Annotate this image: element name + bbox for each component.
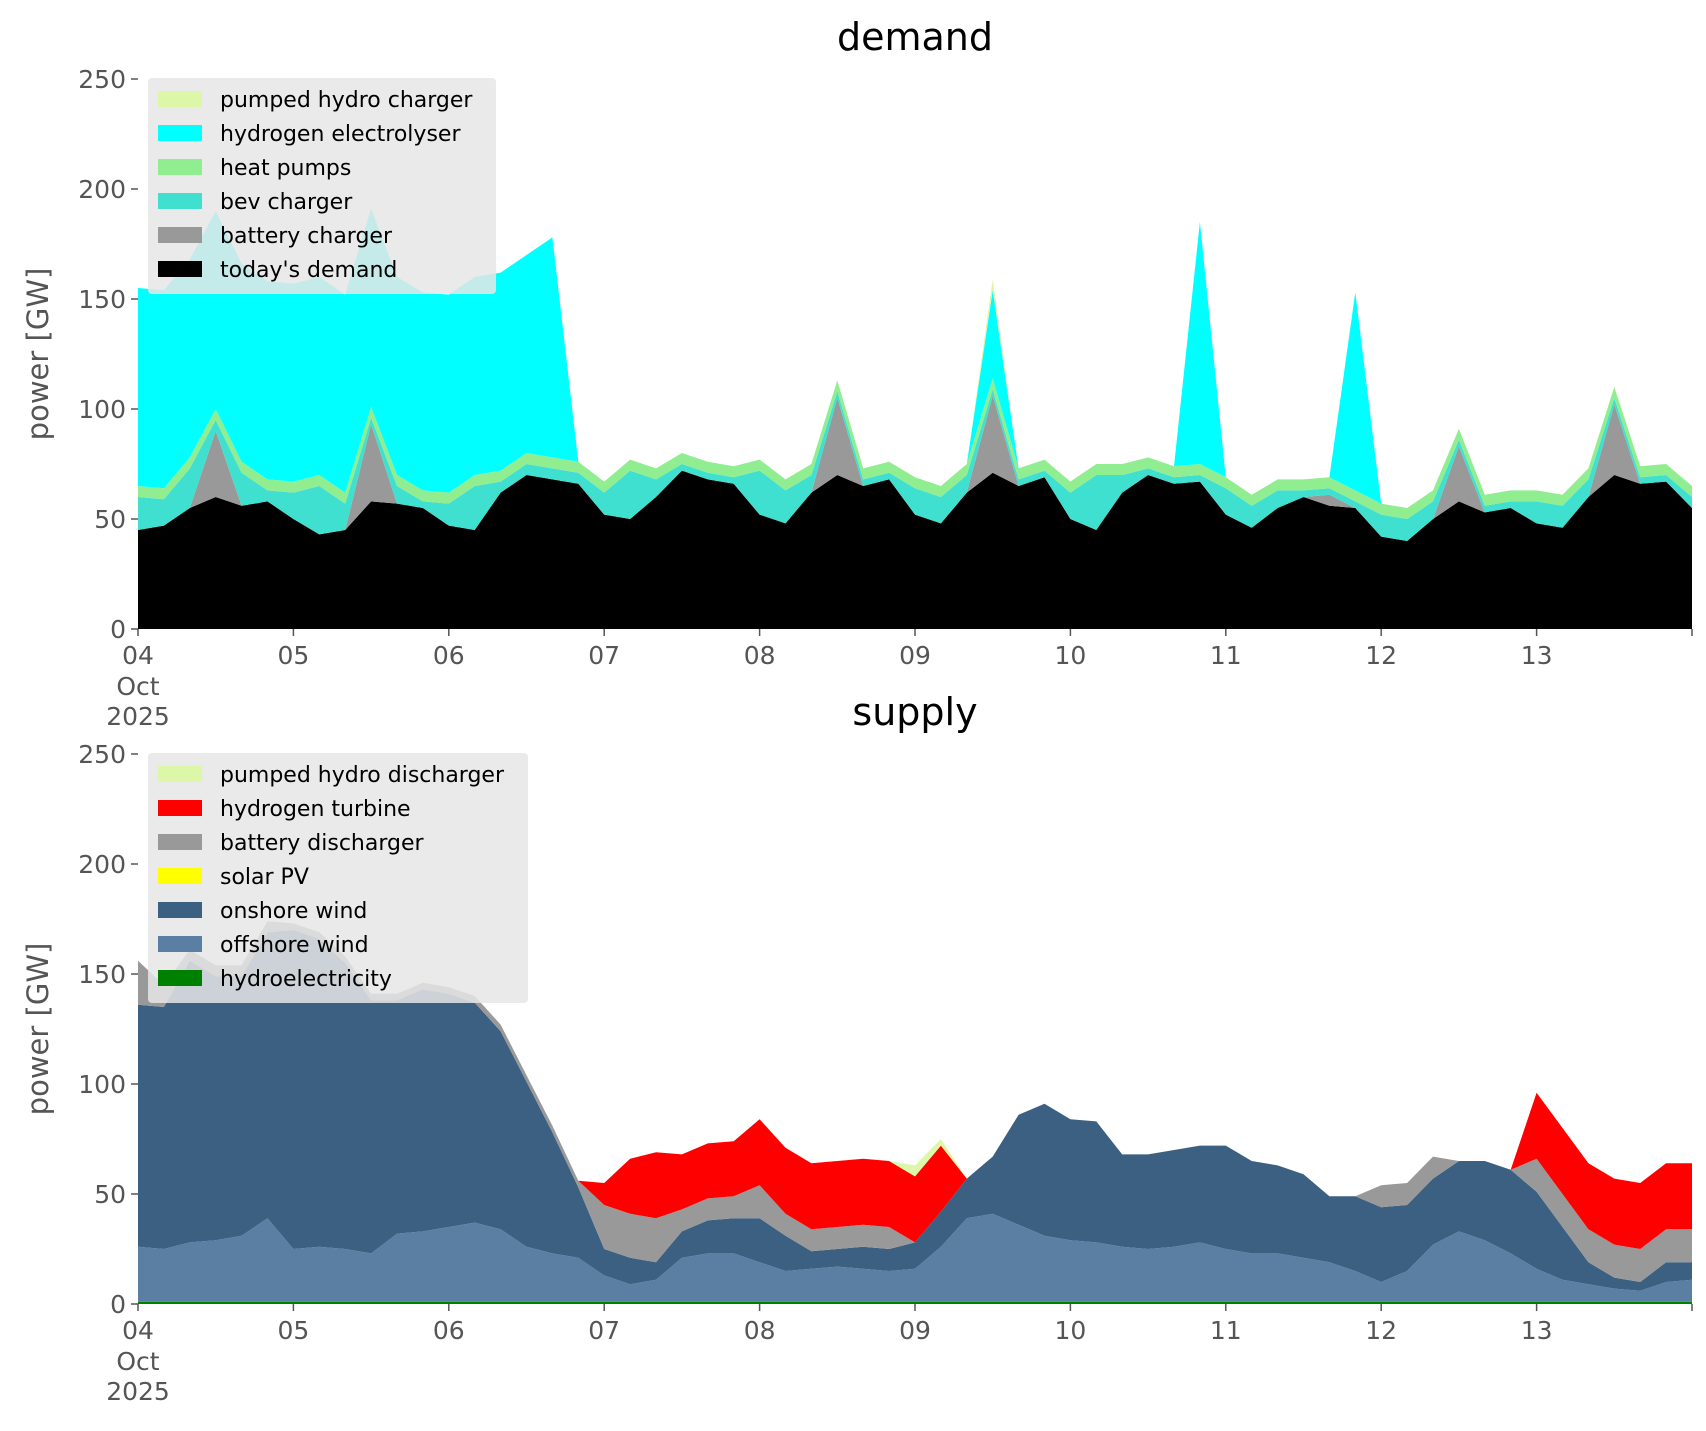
x-tick-label: 07 <box>588 1316 620 1345</box>
x-tick-label: 10 <box>1054 1316 1086 1345</box>
x-tick-label: 09 <box>899 641 931 670</box>
legend-swatch <box>158 193 202 209</box>
x-tick-label: 09 <box>899 1316 931 1345</box>
legend-label: bev charger <box>220 190 353 215</box>
y-tick-label: 0 <box>110 1290 126 1319</box>
y-tick-label: 100 <box>78 395 126 424</box>
x-tick-label: 04 <box>122 641 154 670</box>
y-tick-label: 150 <box>78 285 126 314</box>
legend-swatch <box>158 766 202 782</box>
y-tick-label: 250 <box>78 740 126 769</box>
x-tick-label: 11 <box>1210 1316 1242 1345</box>
legend-box <box>148 78 496 294</box>
area-offshore-wind <box>138 1213 1692 1302</box>
y-tick-label: 200 <box>78 175 126 204</box>
area-hydrogen-turbine <box>138 921 1692 1249</box>
legend-swatch <box>158 159 202 175</box>
y-tick-label: 250 <box>78 65 126 94</box>
x-tick-label: 10 <box>1054 641 1086 670</box>
chart-title: demand <box>837 15 993 59</box>
x-tick-label: 13 <box>1521 1316 1553 1345</box>
legend-swatch <box>158 868 202 884</box>
x-tick-label: 08 <box>744 641 776 670</box>
x-tick-label: 11 <box>1210 641 1242 670</box>
area-today-s-demand <box>138 470 1692 629</box>
x-tick-label: 08 <box>744 1316 776 1345</box>
legend-box <box>148 753 528 1003</box>
legend-label: today's demand <box>220 258 397 283</box>
legend-label: heat pumps <box>220 156 351 181</box>
x-tick-label: 13 <box>1521 641 1553 670</box>
legend-label: hydrogen turbine <box>220 797 411 822</box>
area-bev-charger <box>138 389 1692 541</box>
y-tick-label: 150 <box>78 960 126 989</box>
legend-swatch <box>158 125 202 141</box>
x-tick-label: 12 <box>1365 641 1397 670</box>
legend-swatch <box>158 970 202 986</box>
area-heat-pumps <box>138 378 1692 519</box>
legend-swatch <box>158 834 202 850</box>
y-tick-label: 50 <box>94 1180 126 1209</box>
legend-label: pumped hydro discharger <box>220 763 505 788</box>
legend-label: offshore wind <box>220 933 369 958</box>
legend-swatch <box>158 261 202 277</box>
x-tick-year: 2025 <box>106 1377 170 1406</box>
legend-label: hydroelectricity <box>220 967 392 992</box>
area-onshore-wind <box>138 930 1692 1291</box>
legend-swatch <box>158 902 202 918</box>
chart-title: supply <box>852 690 977 734</box>
x-tick-label: 07 <box>588 641 620 670</box>
y-axis-label: power [GW] <box>21 268 55 441</box>
legend: pumped hydro charger hydrogen electrolyse… <box>148 78 496 294</box>
legend-label: battery charger <box>220 224 393 249</box>
legend-swatch <box>158 91 202 107</box>
x-tick-year: 2025 <box>106 702 170 731</box>
x-tick-label: 12 <box>1365 1316 1397 1345</box>
x-tick-label: 05 <box>277 641 309 670</box>
legend: pumped hydro discharger hydrogen turbine b… <box>148 753 528 1003</box>
legend-label: hydrogen electrolyser <box>220 122 461 147</box>
area-hydrogen-electrolyser <box>138 208 1692 509</box>
legend-label: solar PV <box>220 865 309 890</box>
y-axis-label: power [GW] <box>21 943 55 1116</box>
legend-swatch <box>158 936 202 952</box>
x-tick-label: 06 <box>433 641 465 670</box>
legend-label: onshore wind <box>220 899 367 924</box>
x-tick-label: 06 <box>433 1316 465 1345</box>
y-tick-label: 50 <box>94 505 126 534</box>
y-tick-label: 0 <box>110 615 126 644</box>
y-tick-label: 100 <box>78 1070 126 1099</box>
legend-swatch <box>158 800 202 816</box>
legend-swatch <box>158 227 202 243</box>
x-tick-month: Oct <box>116 672 159 701</box>
y-tick-label: 200 <box>78 850 126 879</box>
legend-label: battery discharger <box>220 831 425 856</box>
area-hydroelectricity <box>138 1301 1692 1304</box>
x-tick-month: Oct <box>116 1347 159 1376</box>
x-tick-label: 04 <box>122 1316 154 1345</box>
x-tick-label: 05 <box>277 1316 309 1345</box>
legend-label: pumped hydro charger <box>220 88 473 113</box>
